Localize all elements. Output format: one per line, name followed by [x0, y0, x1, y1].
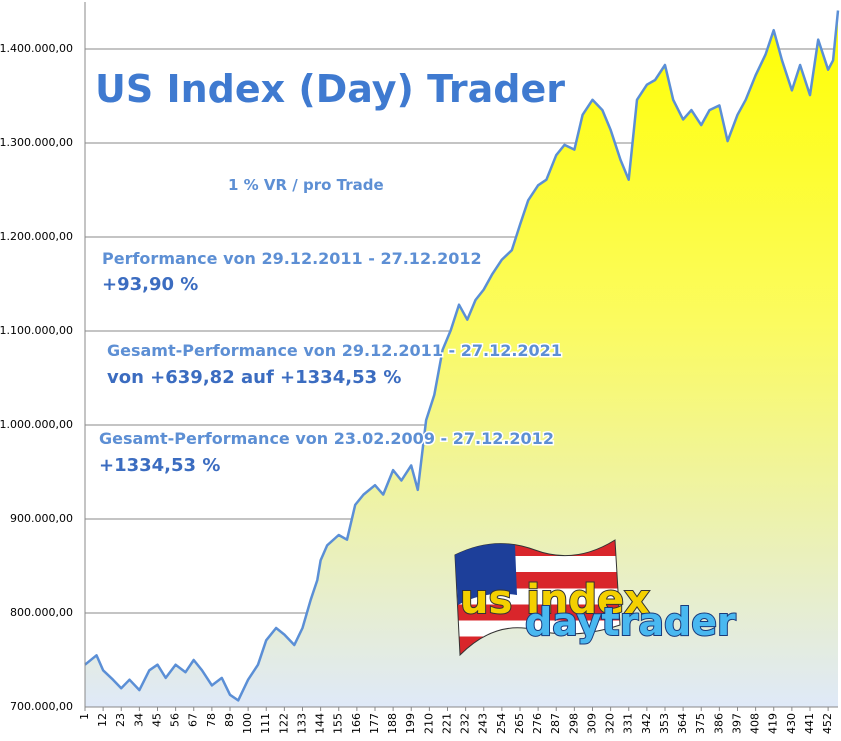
flag-canton: [455, 543, 517, 605]
x-tick-label: 210: [422, 713, 435, 734]
x-tick-label: 298: [567, 713, 580, 734]
x-tick-label: 199: [404, 713, 417, 734]
x-tick-label: 265: [513, 713, 526, 734]
x-tick-label: 177: [368, 713, 381, 734]
x-tick-label: 232: [459, 713, 472, 734]
plot: [84, 10, 840, 707]
x-tick-label: 155: [332, 713, 345, 734]
x-tick-label: 452: [821, 713, 834, 734]
x-tick-label: 34: [132, 713, 145, 727]
y-tick-label: 1.000.000,00: [0, 418, 73, 431]
x-tick-label: 397: [730, 713, 743, 734]
x-tick-label: 89: [223, 713, 236, 727]
annotation: Gesamt-Performance von 23.02.2009 - 27.1…: [99, 429, 554, 448]
x-tick-label: 56: [169, 713, 182, 727]
area: [85, 10, 838, 707]
x-tick-label: 133: [295, 713, 308, 734]
y-tick-label: 800.000,00: [10, 606, 73, 619]
x-tick-label: 331: [622, 713, 635, 734]
x-tick-label: 419: [767, 713, 780, 734]
x-tick-label: 221: [440, 713, 453, 734]
chart-title: US Index (Day) Trader: [95, 67, 565, 111]
x-tick-label: 144: [314, 713, 327, 734]
x-tick-label: 23: [114, 713, 127, 727]
y-tick-label: 1.100.000,00: [0, 324, 73, 337]
x-tick-label: 67: [187, 713, 200, 727]
annotation: Performance von 29.12.2011 - 27.12.2012: [102, 249, 482, 268]
y-tick-label: 1.400.000,00: [0, 42, 73, 55]
y-tick-label: 900.000,00: [10, 512, 73, 525]
logo: us index daytrader: [454, 539, 737, 657]
x-tick-label: 188: [386, 713, 399, 734]
x-tick-label: 309: [585, 713, 598, 734]
x-tick-label: 254: [495, 713, 508, 734]
x-tick-label: 375: [694, 713, 707, 734]
y-tick-label: 700.000,00: [10, 700, 73, 713]
x-tick-label: 408: [749, 713, 762, 734]
x-tick-label: 12: [96, 713, 109, 727]
logo-text: us index: [460, 577, 650, 623]
annotation: von +639,82 auf +1334,53 %: [107, 367, 401, 388]
x-tick-label: 441: [803, 713, 816, 734]
x-tick-label: 320: [604, 713, 617, 734]
x-tick-label: 100: [241, 713, 254, 734]
logo-text: daytrader: [525, 600, 736, 644]
y-tick-label: 1.200.000,00: [0, 230, 73, 243]
x-tick-label: 342: [640, 713, 653, 734]
x-tick-label: 111: [259, 713, 272, 734]
x-tick-label: 1: [78, 713, 91, 720]
x-tick-label: 353: [658, 713, 671, 734]
x-tick-label: 364: [676, 713, 689, 734]
x-tick-label: 45: [150, 713, 163, 727]
x-tick-label: 276: [531, 713, 544, 734]
x-tick-label: 430: [785, 713, 798, 734]
line: [84, 10, 840, 702]
x-tick-label: 78: [205, 713, 218, 727]
annotation: +1334,53 %: [99, 455, 220, 476]
annotation: +93,90 %: [102, 274, 198, 295]
chart-subtitle: 1 % VR / pro Trade: [228, 176, 384, 194]
y-tick-label: 1.300.000,00: [0, 136, 73, 149]
x-tick-label: 166: [350, 713, 363, 734]
annotation: Gesamt-Performance von 29.12.2011 - 27.1…: [107, 341, 562, 360]
x-tick-label: 243: [477, 713, 490, 734]
x-tick-label: 287: [549, 713, 562, 734]
x-tick-label: 386: [712, 713, 725, 734]
x-tick-label: 122: [277, 713, 290, 734]
